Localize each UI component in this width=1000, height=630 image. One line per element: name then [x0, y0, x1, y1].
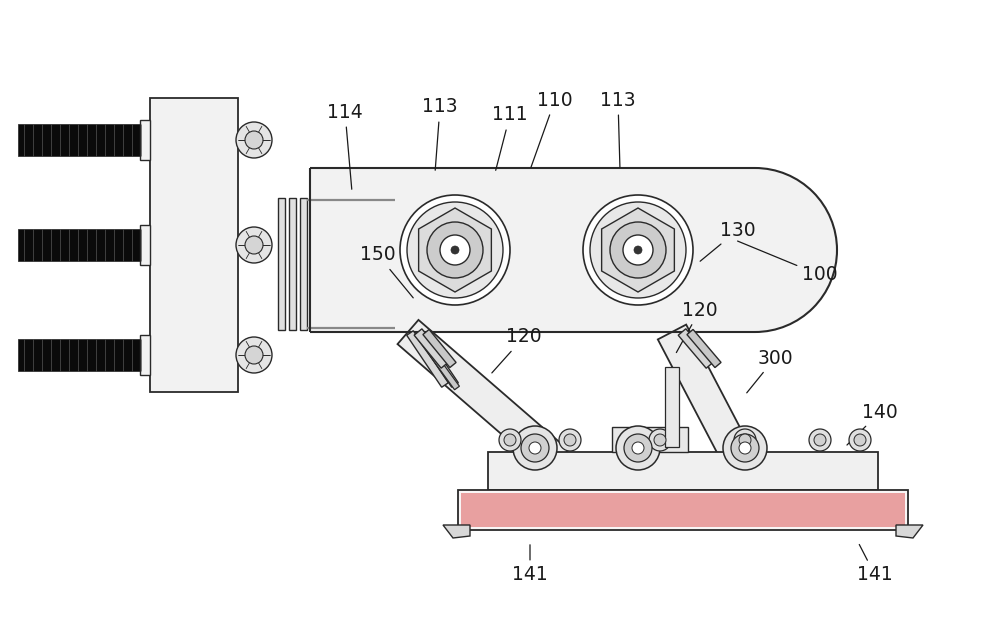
- Text: 130: 130: [444, 253, 480, 297]
- Circle shape: [734, 429, 756, 451]
- Text: 141: 141: [512, 545, 548, 585]
- Text: 100: 100: [738, 241, 838, 285]
- Circle shape: [731, 434, 759, 462]
- Circle shape: [854, 434, 866, 446]
- Bar: [140, 225, 150, 265]
- Circle shape: [632, 442, 644, 454]
- Circle shape: [649, 429, 671, 451]
- Circle shape: [814, 434, 826, 446]
- Circle shape: [624, 434, 652, 462]
- Text: 300: 300: [747, 348, 793, 393]
- Polygon shape: [687, 329, 721, 367]
- Circle shape: [236, 337, 272, 373]
- Circle shape: [610, 222, 666, 278]
- Circle shape: [521, 434, 549, 462]
- Bar: [289, 198, 296, 330]
- Bar: [278, 198, 285, 330]
- Circle shape: [739, 434, 751, 446]
- Bar: [488, 452, 878, 490]
- Bar: [140, 335, 150, 375]
- Circle shape: [590, 202, 686, 298]
- Text: 130: 130: [700, 220, 756, 261]
- Circle shape: [407, 202, 503, 298]
- Polygon shape: [398, 320, 568, 474]
- Circle shape: [440, 235, 470, 265]
- Circle shape: [513, 426, 557, 470]
- Circle shape: [245, 236, 263, 254]
- Text: 141: 141: [857, 544, 893, 585]
- Polygon shape: [678, 329, 714, 368]
- Circle shape: [623, 235, 653, 265]
- Text: 120: 120: [676, 301, 718, 353]
- Circle shape: [427, 222, 483, 278]
- Circle shape: [236, 122, 272, 158]
- Polygon shape: [423, 329, 456, 367]
- Bar: [310, 168, 755, 332]
- Circle shape: [529, 442, 541, 454]
- Text: 111: 111: [492, 105, 528, 170]
- Circle shape: [849, 429, 871, 451]
- Text: 110: 110: [531, 91, 573, 168]
- Polygon shape: [18, 229, 148, 261]
- Bar: [300, 198, 307, 330]
- Circle shape: [809, 429, 831, 451]
- Bar: [461, 493, 905, 527]
- Polygon shape: [414, 329, 449, 368]
- Text: 140: 140: [847, 403, 898, 445]
- Circle shape: [559, 429, 581, 451]
- Bar: [665, 367, 679, 447]
- Polygon shape: [18, 124, 148, 156]
- Polygon shape: [443, 525, 470, 538]
- Polygon shape: [18, 339, 148, 371]
- Polygon shape: [419, 208, 491, 292]
- Text: 113: 113: [422, 98, 458, 170]
- Bar: [150, 98, 238, 392]
- Text: 150: 150: [360, 246, 413, 298]
- Polygon shape: [896, 525, 923, 538]
- Circle shape: [499, 429, 521, 451]
- Wedge shape: [755, 168, 837, 332]
- Text: 113: 113: [600, 91, 636, 167]
- Text: 120: 120: [492, 328, 542, 373]
- Bar: [458, 490, 908, 530]
- Circle shape: [400, 195, 510, 305]
- Polygon shape: [407, 331, 448, 387]
- Polygon shape: [415, 331, 459, 390]
- Text: 114: 114: [327, 103, 363, 189]
- Polygon shape: [658, 324, 754, 469]
- Circle shape: [236, 227, 272, 263]
- Circle shape: [245, 346, 263, 364]
- Polygon shape: [417, 331, 458, 387]
- Circle shape: [564, 434, 576, 446]
- Circle shape: [654, 434, 666, 446]
- Circle shape: [739, 442, 751, 454]
- Circle shape: [723, 426, 767, 470]
- Circle shape: [245, 131, 263, 149]
- Circle shape: [504, 434, 516, 446]
- Circle shape: [616, 426, 660, 470]
- Polygon shape: [602, 208, 674, 292]
- Circle shape: [634, 246, 642, 254]
- Bar: [612, 427, 688, 452]
- Circle shape: [451, 246, 459, 254]
- Circle shape: [583, 195, 693, 305]
- Bar: [140, 120, 150, 160]
